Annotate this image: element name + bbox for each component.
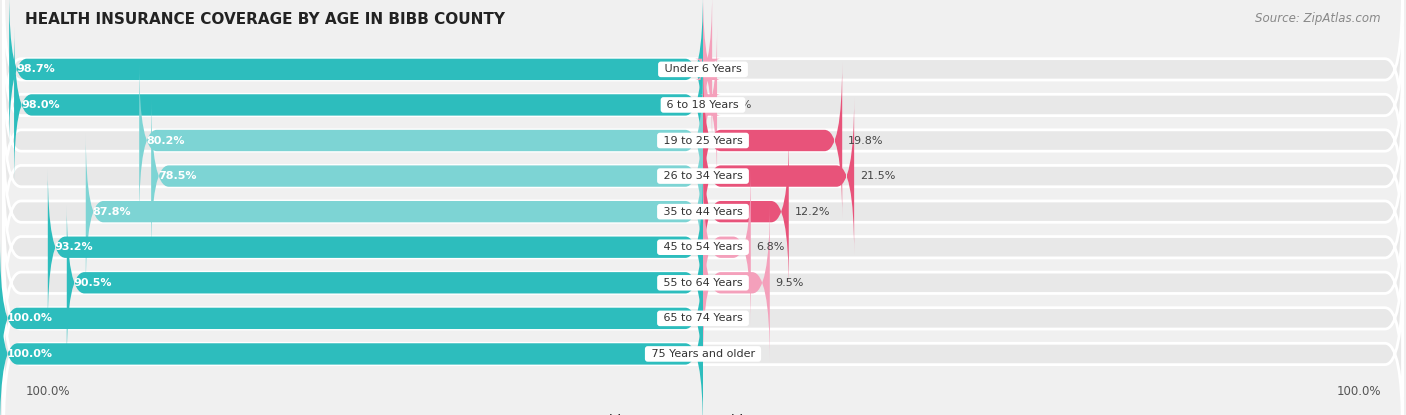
FancyBboxPatch shape: [139, 62, 703, 219]
Text: 6.8%: 6.8%: [756, 242, 785, 252]
FancyBboxPatch shape: [8, 0, 703, 148]
Text: 0.0%: 0.0%: [709, 349, 737, 359]
Text: 1.3%: 1.3%: [718, 64, 747, 74]
Text: 2.0%: 2.0%: [723, 100, 751, 110]
FancyBboxPatch shape: [703, 98, 855, 254]
Text: HEALTH INSURANCE COVERAGE BY AGE IN BIBB COUNTY: HEALTH INSURANCE COVERAGE BY AGE IN BIBB…: [25, 12, 505, 27]
Text: 45 to 54 Years: 45 to 54 Years: [659, 242, 747, 252]
Text: 93.2%: 93.2%: [55, 242, 93, 252]
Text: 98.7%: 98.7%: [15, 64, 55, 74]
Text: 35 to 44 Years: 35 to 44 Years: [659, 207, 747, 217]
FancyBboxPatch shape: [703, 205, 770, 361]
Text: Source: ZipAtlas.com: Source: ZipAtlas.com: [1256, 12, 1381, 25]
FancyBboxPatch shape: [86, 133, 703, 290]
Text: 12.2%: 12.2%: [794, 207, 830, 217]
FancyBboxPatch shape: [3, 240, 1403, 397]
Text: 9.5%: 9.5%: [776, 278, 804, 288]
Text: 78.5%: 78.5%: [159, 171, 197, 181]
Text: 87.8%: 87.8%: [93, 207, 131, 217]
FancyBboxPatch shape: [3, 0, 1403, 148]
Text: 98.0%: 98.0%: [21, 100, 59, 110]
FancyBboxPatch shape: [3, 205, 1403, 361]
FancyBboxPatch shape: [3, 98, 1403, 254]
FancyBboxPatch shape: [3, 62, 1403, 219]
FancyBboxPatch shape: [703, 62, 842, 219]
FancyBboxPatch shape: [700, 27, 721, 183]
Text: 100.0%: 100.0%: [25, 386, 70, 398]
FancyBboxPatch shape: [703, 133, 789, 290]
Text: 21.5%: 21.5%: [860, 171, 896, 181]
Legend: With Coverage, Without Coverage: With Coverage, Without Coverage: [569, 409, 837, 415]
FancyBboxPatch shape: [0, 276, 703, 415]
Text: 19 to 25 Years: 19 to 25 Years: [659, 136, 747, 146]
Text: Under 6 Years: Under 6 Years: [661, 64, 745, 74]
Text: 90.5%: 90.5%: [73, 278, 112, 288]
Text: 80.2%: 80.2%: [146, 136, 184, 146]
Text: 26 to 34 Years: 26 to 34 Years: [659, 171, 747, 181]
Text: 100.0%: 100.0%: [7, 349, 53, 359]
FancyBboxPatch shape: [3, 133, 1403, 290]
Text: 65 to 74 Years: 65 to 74 Years: [659, 313, 747, 323]
Text: 100.0%: 100.0%: [1336, 386, 1381, 398]
FancyBboxPatch shape: [14, 27, 703, 183]
Text: 6 to 18 Years: 6 to 18 Years: [664, 100, 742, 110]
Text: 100.0%: 100.0%: [7, 313, 53, 323]
FancyBboxPatch shape: [0, 240, 703, 397]
FancyBboxPatch shape: [48, 169, 703, 325]
FancyBboxPatch shape: [703, 169, 751, 325]
Text: 19.8%: 19.8%: [848, 136, 883, 146]
FancyBboxPatch shape: [3, 276, 1403, 415]
FancyBboxPatch shape: [3, 27, 1403, 183]
FancyBboxPatch shape: [67, 205, 703, 361]
Text: 55 to 64 Years: 55 to 64 Years: [659, 278, 747, 288]
Text: 75 Years and older: 75 Years and older: [648, 349, 758, 359]
Text: 0.0%: 0.0%: [709, 313, 737, 323]
FancyBboxPatch shape: [3, 169, 1403, 325]
FancyBboxPatch shape: [152, 98, 703, 254]
FancyBboxPatch shape: [695, 0, 721, 148]
